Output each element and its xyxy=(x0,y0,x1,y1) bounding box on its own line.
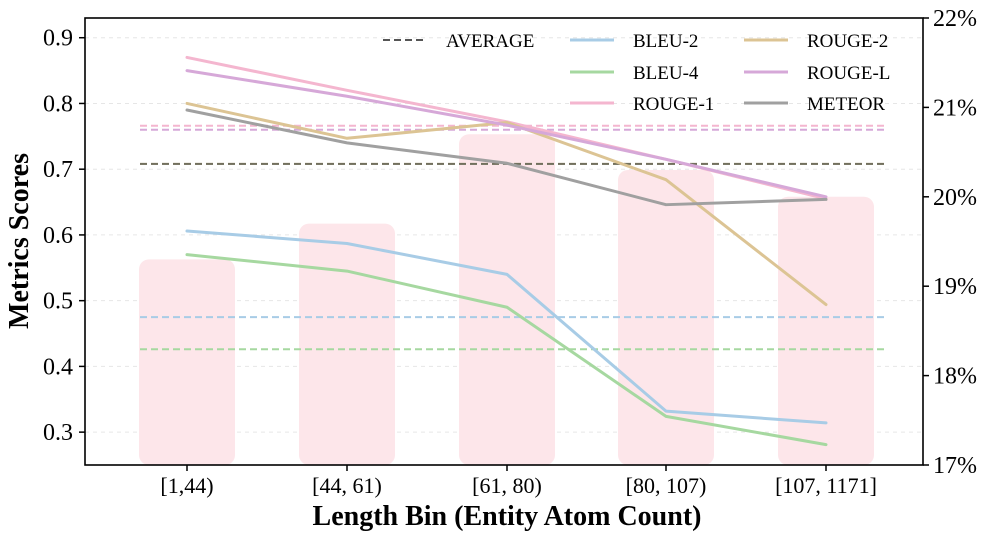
legend-label-1: BLEU-2 xyxy=(633,31,698,52)
series-lines xyxy=(185,55,828,447)
percentage-bar-1 xyxy=(299,223,395,465)
x-axis: [1,44) [44, 61) [61, 80) [80, 107) [107, 117… xyxy=(160,465,877,498)
ytick-label-0: 0.3 xyxy=(43,420,73,446)
series-line-rouge-l xyxy=(185,69,828,199)
left-y-axis: 0.3 0.4 0.5 0.6 0.7 0.8 0.9 xyxy=(43,26,85,446)
legend-label-5: ROUGE-L xyxy=(807,63,890,84)
y2tick-label-4: 21% xyxy=(933,95,977,121)
ytick-label-4: 0.7 xyxy=(43,157,73,183)
series-line-bleu-2 xyxy=(185,229,828,425)
y2tick-label-2: 19% xyxy=(933,274,977,300)
percentage-bar-0 xyxy=(139,259,235,465)
y2tick-label-5: 22% xyxy=(933,6,977,32)
y2tick-label-0: 17% xyxy=(933,453,977,479)
ytick-label-3: 0.6 xyxy=(43,223,73,249)
series-line-rouge-2 xyxy=(185,101,828,307)
xtick-label-1: [44, 61) xyxy=(312,473,382,498)
xtick-label-3: [80, 107) xyxy=(626,473,707,498)
percentage-bar-2 xyxy=(459,134,555,465)
xtick-label-2: [61, 80) xyxy=(472,473,542,498)
y2tick-label-3: 20% xyxy=(933,185,977,211)
x-axis-title: Length Bin (Entity Atom Count) xyxy=(313,501,702,532)
ytick-label-1: 0.4 xyxy=(43,354,73,380)
legend-label-2: BLEU-4 xyxy=(633,63,699,84)
right-y-axis: 17% 18% 19% 20% 21% 22% xyxy=(923,6,977,479)
legend-label-0: AVERAGE xyxy=(446,31,534,52)
series-line-bleu-4 xyxy=(185,253,828,447)
plot-frame xyxy=(84,17,924,466)
legend-label-3: ROUGE-1 xyxy=(633,94,714,115)
y-axis-title: Metrics Scores xyxy=(4,153,35,329)
ytick-label-6: 0.9 xyxy=(43,26,73,52)
legend-label-4: ROUGE-2 xyxy=(807,31,888,52)
xtick-label-0: [1,44) xyxy=(160,473,213,498)
series-line-meteor xyxy=(185,108,828,207)
ytick-label-5: 0.8 xyxy=(43,91,73,117)
percentage-bar-4 xyxy=(778,196,874,466)
legend: AVERAGE BLEU-2 BLEU-4 ROUGE-1 ROUGE-2 ROUGE-L… xyxy=(383,31,890,115)
xtick-label-4: [107, 1171] xyxy=(775,473,877,498)
y2tick-label-1: 18% xyxy=(933,364,977,390)
percentage-bar-3 xyxy=(618,169,714,466)
ytick-label-2: 0.5 xyxy=(43,289,73,315)
legend-label-6: METEOR xyxy=(807,94,885,115)
